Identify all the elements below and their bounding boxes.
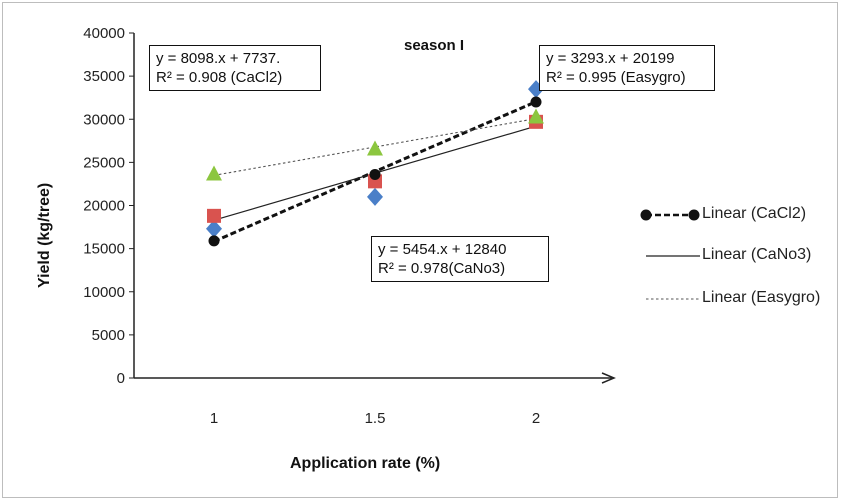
legend-marker-cacl2-left xyxy=(640,209,652,221)
equation-box-cacl2: y = 8098.x + 7737. R² = 0.908 (CaCl2) xyxy=(149,45,321,91)
data-point-extra xyxy=(367,187,383,206)
legend-marker-cacl2-right xyxy=(688,209,700,221)
x-axis-arrow xyxy=(601,372,616,384)
equation-easygro: y = 3293.x + 20199 xyxy=(546,50,675,67)
equation-cacl2: y = 8098.x + 7737. xyxy=(156,50,281,67)
chart-frame xyxy=(2,2,838,498)
y-tick-label: 25000 xyxy=(83,154,125,171)
data-point-cacl2 xyxy=(530,96,542,108)
y-tick-label: 5000 xyxy=(92,327,125,344)
x-tick-label: 1.5 xyxy=(365,410,386,427)
legend-label-cacl2: Linear (CaCl2) xyxy=(702,205,807,222)
r2-cacl2: R² = 0.908 (CaCl2) xyxy=(156,69,283,86)
y-tick-label: 35000 xyxy=(83,68,125,85)
x-axis-title: Application rate (%) xyxy=(290,455,441,472)
legend-label-easygro: Linear (Easygro) xyxy=(702,289,821,306)
data-point-easygro xyxy=(367,140,383,156)
r2-easygro: R² = 0.995 (Easygro) xyxy=(546,69,686,86)
axes: 0 5000 10000 15000 20000 25000 30000 35000 40000… xyxy=(83,25,616,427)
data-point-cano3 xyxy=(207,208,221,223)
data-markers xyxy=(206,80,544,247)
y-tick-label: 30000 xyxy=(83,111,125,128)
y-tick-label: 20000 xyxy=(83,198,125,215)
data-point-cacl2 xyxy=(369,168,381,180)
x-tick-label: 1 xyxy=(210,410,218,427)
equation-box-cano3: y = 5454.x + 12840 R² = 0.978(CaNo3) xyxy=(371,236,549,282)
y-tick-label: 10000 xyxy=(83,284,125,301)
data-point-extra xyxy=(206,219,222,238)
legend-label-cano3: Linear (CaNo3) xyxy=(702,246,812,263)
y-axis-title: Yield (kg/tree) xyxy=(36,182,53,288)
data-point-easygro xyxy=(528,108,544,124)
r2-cano3: R² = 0.978(CaNo3) xyxy=(378,260,506,277)
chart-title: season I xyxy=(404,37,465,54)
equation-cano3: y = 5454.x + 12840 xyxy=(378,241,507,258)
data-point-cacl2 xyxy=(208,235,220,247)
legend-lines xyxy=(640,209,700,300)
trendline-easygro xyxy=(213,118,537,176)
y-tick-label: 40000 xyxy=(83,25,125,42)
y-tick-label: 15000 xyxy=(83,241,125,258)
data-point-easygro xyxy=(206,165,222,181)
y-tick-label: 0 xyxy=(117,370,125,387)
equation-box-easygro: y = 3293.x + 20199 R² = 0.995 (Easygro) xyxy=(539,45,715,91)
x-tick-label: 2 xyxy=(532,410,540,427)
